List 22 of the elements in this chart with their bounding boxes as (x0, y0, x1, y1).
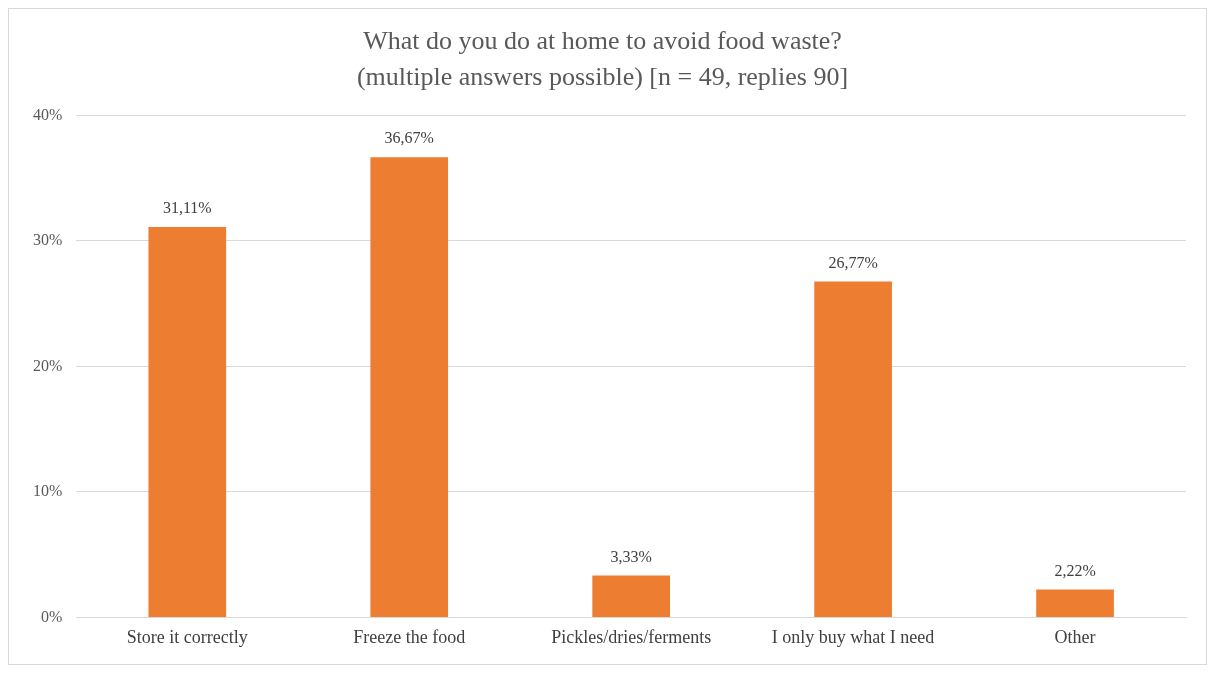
x-tick-label: Pickles/dries/ferments (551, 626, 712, 647)
y-tick-label: 20% (33, 356, 63, 374)
bar (148, 226, 227, 617)
bar (1036, 589, 1114, 617)
bar (592, 575, 670, 617)
x-tick-label: Store it correctly (126, 626, 248, 647)
y-tick-label: 0% (41, 607, 63, 625)
data-label: 36,67% (384, 129, 434, 147)
data-label: 26,77% (828, 253, 878, 271)
y-tick-label: 40% (33, 105, 63, 123)
chart-title: What do you do at home to avoid food waste? (363, 26, 842, 56)
x-tick-label: I only buy what I need (771, 626, 935, 647)
y-tick-label: 10% (33, 482, 63, 500)
bar (814, 281, 892, 617)
x-tick-label: Freeze the food (353, 626, 466, 647)
x-tick-label: Other (1054, 626, 1096, 647)
bar (370, 157, 449, 617)
data-label: 2,22% (1054, 561, 1096, 579)
y-tick-label: 30% (33, 231, 63, 249)
data-label: 3,33% (610, 547, 652, 565)
chart-subtitle: (multiple answers possible) [n = 49, replies 90] (356, 61, 849, 91)
data-label: 31,11% (162, 199, 212, 217)
